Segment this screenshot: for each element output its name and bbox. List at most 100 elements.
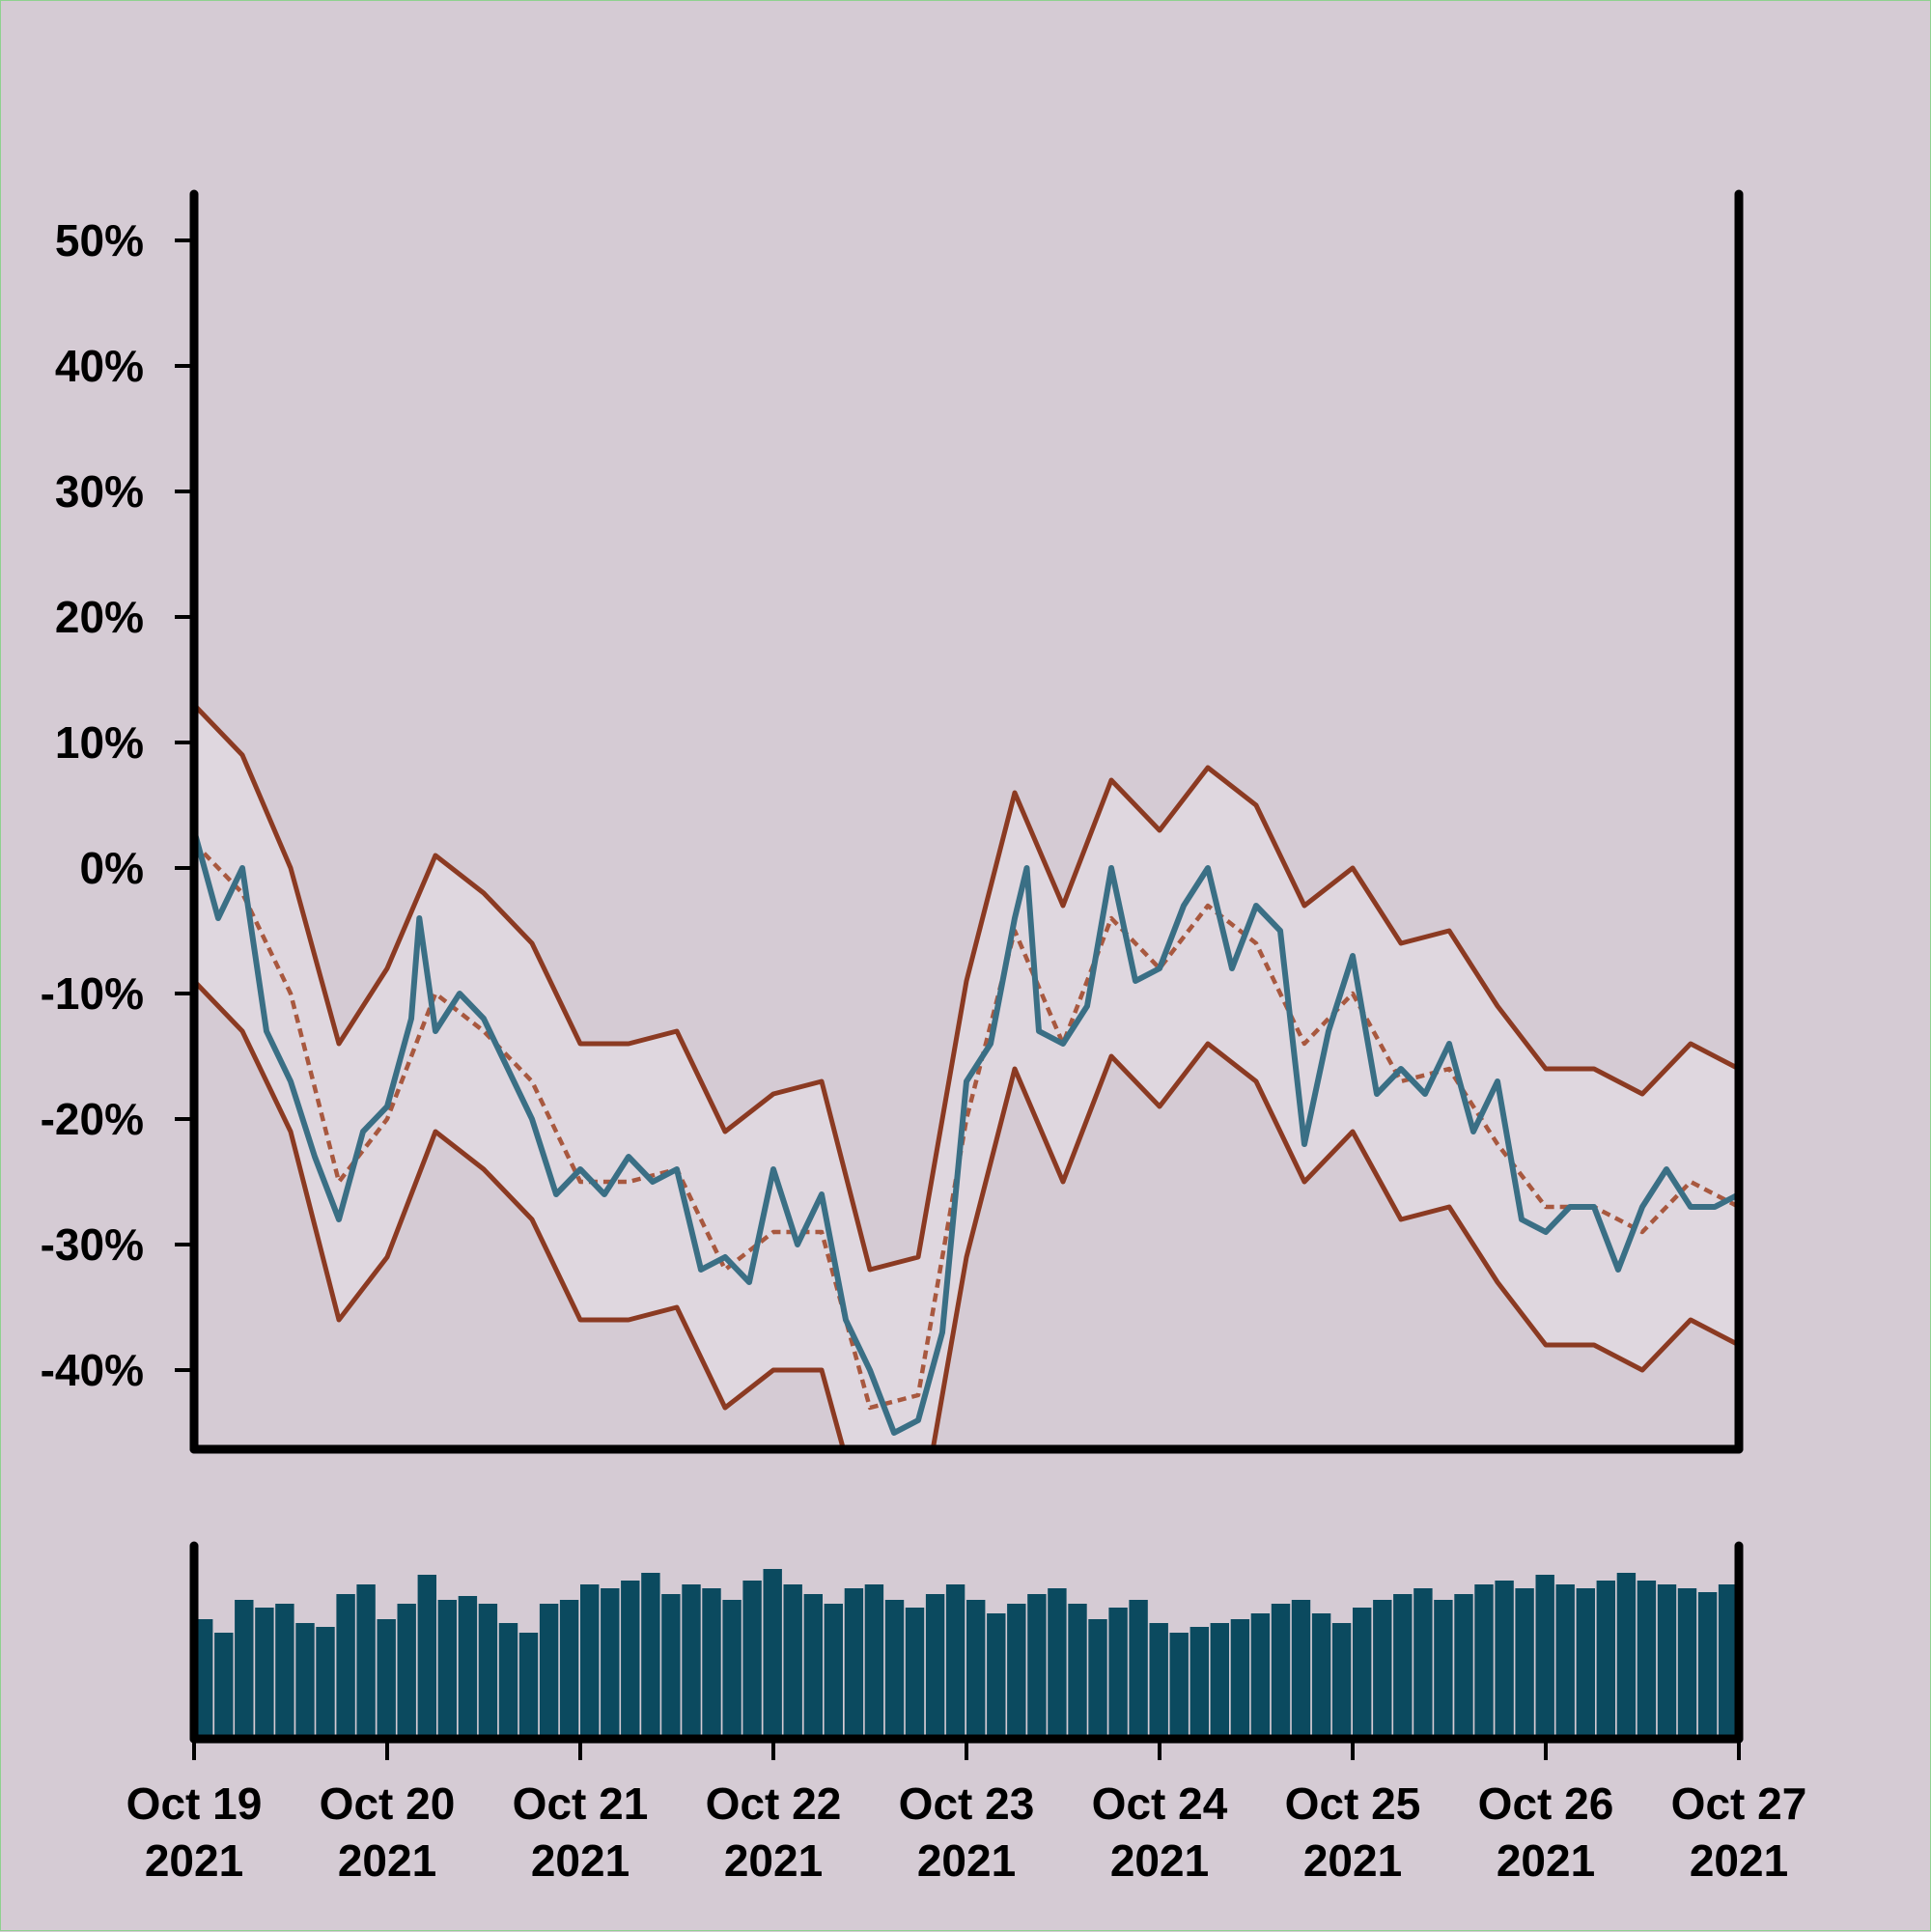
x-tick-label-date: Oct 25 bbox=[1285, 1778, 1421, 1829]
volume-bar bbox=[1413, 1588, 1433, 1739]
volume-bar bbox=[336, 1594, 355, 1739]
volume-bar bbox=[1331, 1623, 1352, 1739]
volume-panel bbox=[194, 1569, 1738, 1739]
x-tick-label-date: Oct 26 bbox=[1478, 1778, 1614, 1829]
volume-bar bbox=[621, 1581, 640, 1739]
volume-bar bbox=[763, 1569, 782, 1739]
x-tick-label-year: 2021 bbox=[917, 1835, 1016, 1886]
volume-bar bbox=[702, 1588, 721, 1739]
volume-bar bbox=[1108, 1608, 1128, 1739]
volume-bar bbox=[1129, 1600, 1148, 1739]
volume-bar bbox=[661, 1594, 681, 1739]
y-tick-label: 10% bbox=[55, 717, 144, 768]
volume-bar bbox=[498, 1623, 518, 1739]
x-tick-label-year: 2021 bbox=[1303, 1835, 1402, 1886]
volume-bar bbox=[255, 1608, 274, 1739]
volume-bar bbox=[1616, 1573, 1637, 1739]
volume-bar bbox=[1189, 1627, 1209, 1739]
volume-bar bbox=[1230, 1619, 1250, 1739]
volume-bar bbox=[1657, 1584, 1677, 1739]
y-tick-label: 40% bbox=[55, 341, 144, 391]
x-tick-label-year: 2021 bbox=[1690, 1835, 1788, 1886]
volume-bar bbox=[1291, 1600, 1311, 1739]
volume-bar bbox=[1210, 1623, 1229, 1739]
volume-bar bbox=[925, 1594, 945, 1739]
volume-bar bbox=[417, 1575, 436, 1739]
volume-bar bbox=[1697, 1592, 1718, 1739]
volume-bar bbox=[1311, 1613, 1331, 1739]
y-tick-label: -20% bbox=[41, 1094, 144, 1144]
volume-bar bbox=[1576, 1588, 1595, 1739]
volume-bar bbox=[1454, 1594, 1473, 1739]
volume-bar bbox=[905, 1608, 925, 1739]
volume-bar bbox=[844, 1588, 864, 1739]
volume-bar bbox=[1027, 1594, 1047, 1739]
axes: 50% 40% 30% 20% 10% 0% -10% -20% -30% -40% Oct 19 2… bbox=[41, 189, 1807, 1886]
volume-bar bbox=[295, 1623, 315, 1739]
price-line bbox=[194, 829, 1739, 1436]
volume-bar bbox=[397, 1604, 416, 1739]
volume-bar bbox=[1495, 1581, 1514, 1739]
volume-bar bbox=[1149, 1623, 1168, 1739]
y-tick-label: 50% bbox=[55, 215, 144, 266]
volume-bar bbox=[1596, 1581, 1615, 1739]
x-tick-label-date: Oct 23 bbox=[899, 1778, 1035, 1829]
y-tick-label: 20% bbox=[55, 592, 144, 642]
x-tick-label-date: Oct 24 bbox=[1092, 1778, 1228, 1829]
x-tick-label-date: Oct 22 bbox=[706, 1778, 842, 1829]
price-panel bbox=[194, 703, 1739, 1449]
volume-bar bbox=[1353, 1608, 1372, 1739]
x-tick-label-date: Oct 20 bbox=[320, 1778, 456, 1829]
volume-bar bbox=[235, 1600, 254, 1739]
x-tick-label-year: 2021 bbox=[531, 1835, 630, 1886]
volume-bar bbox=[1718, 1584, 1738, 1739]
y-tick-label: 0% bbox=[80, 843, 144, 893]
volume-bar bbox=[458, 1596, 478, 1739]
volume-bar bbox=[1088, 1619, 1107, 1739]
volume-bar bbox=[214, 1633, 234, 1739]
volume-bar bbox=[580, 1584, 600, 1739]
volume-bar bbox=[1535, 1575, 1554, 1739]
volume-bar bbox=[722, 1600, 742, 1739]
volume-bar bbox=[356, 1584, 376, 1739]
volume-bar bbox=[803, 1594, 823, 1739]
volume-bar bbox=[742, 1581, 762, 1739]
volume-bar bbox=[1068, 1604, 1087, 1739]
volume-bar bbox=[1007, 1604, 1026, 1739]
volume-bar bbox=[945, 1584, 966, 1739]
volume-bar bbox=[1250, 1613, 1271, 1739]
volume-bar bbox=[641, 1573, 660, 1739]
volume-bar bbox=[437, 1600, 457, 1739]
volume-bar bbox=[601, 1588, 620, 1739]
y-tick-label: -30% bbox=[41, 1219, 144, 1270]
x-tick-label-year: 2021 bbox=[724, 1835, 823, 1886]
x-tick-label-year: 2021 bbox=[145, 1835, 243, 1886]
volume-bar bbox=[478, 1604, 498, 1739]
volume-bar bbox=[682, 1584, 701, 1739]
volume-bar bbox=[824, 1604, 843, 1739]
x-tick-label-year: 2021 bbox=[1497, 1835, 1595, 1886]
volume-bar bbox=[194, 1619, 213, 1739]
volume-bar bbox=[1434, 1600, 1453, 1739]
x-tick-label-date: Oct 21 bbox=[513, 1778, 649, 1829]
upper-band-line bbox=[194, 703, 1739, 1273]
volume-bar bbox=[1373, 1600, 1392, 1739]
volume-bar bbox=[275, 1604, 294, 1739]
volume-bar bbox=[316, 1627, 335, 1739]
volume-bar bbox=[1048, 1588, 1067, 1739]
volume-bar bbox=[377, 1619, 396, 1739]
volume-bar bbox=[1393, 1594, 1413, 1739]
volume-bar bbox=[1271, 1604, 1291, 1739]
x-tick-label-date: Oct 19 bbox=[126, 1778, 263, 1829]
y-tick-label: 30% bbox=[55, 466, 144, 517]
y-tick-label: -40% bbox=[41, 1345, 144, 1395]
x-tick-label-date: Oct 27 bbox=[1671, 1778, 1807, 1829]
volume-bar bbox=[559, 1600, 579, 1739]
volume-bar bbox=[864, 1584, 884, 1739]
volume-bar bbox=[518, 1633, 539, 1739]
lower-band-line bbox=[194, 979, 1739, 1449]
volume-bar bbox=[1169, 1633, 1189, 1739]
volume-bar bbox=[539, 1604, 559, 1739]
y-tick-label: -10% bbox=[41, 968, 144, 1019]
